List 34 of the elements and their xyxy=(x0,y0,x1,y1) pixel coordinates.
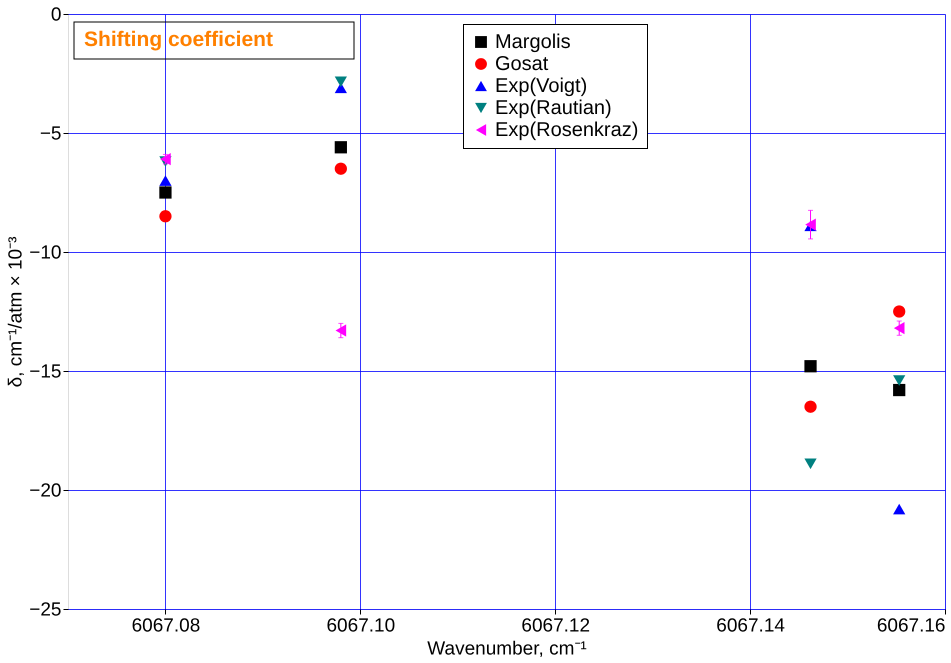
point xyxy=(893,384,906,396)
y-tick-label: −10 xyxy=(29,242,62,264)
legend-label: Exp(Voigt) xyxy=(495,75,588,97)
point xyxy=(804,360,817,372)
point xyxy=(159,175,172,186)
x-tick-label: 6067.16 xyxy=(876,616,946,636)
y-tick-label: 0 xyxy=(50,4,62,26)
point xyxy=(334,141,347,154)
x-axis-title: Wavenumber, cm⁻¹ xyxy=(427,638,587,660)
y-tick-label: −20 xyxy=(29,480,62,502)
point xyxy=(159,186,172,199)
point xyxy=(159,210,172,222)
annotation: Shifting coefficient xyxy=(84,28,274,51)
point xyxy=(893,375,906,386)
point xyxy=(160,153,171,166)
point xyxy=(893,504,906,514)
point xyxy=(334,76,347,88)
legend-label: Exp(Rautian) xyxy=(495,97,612,119)
point xyxy=(334,162,347,175)
legend-label: Gosat xyxy=(495,53,549,75)
x-tick-label: 6067.10 xyxy=(326,616,396,636)
y-axis-title: δ, cm⁻¹/atm × 10⁻³ xyxy=(5,236,26,388)
legend-label: Margolis xyxy=(495,31,571,53)
y-tick-label: −5 xyxy=(40,124,62,144)
legend-label: Exp(Rosenkraz) xyxy=(495,119,638,141)
x-tick-label: 6067.12 xyxy=(521,616,590,636)
point xyxy=(804,400,817,413)
y-tick-label: −15 xyxy=(29,362,62,382)
point xyxy=(894,322,905,334)
x-tick-label: 6067.08 xyxy=(132,616,200,636)
y-tick-label: −25 xyxy=(29,600,62,620)
point xyxy=(893,305,906,318)
point xyxy=(804,458,817,470)
x-tick-label: 6067.14 xyxy=(716,616,786,636)
